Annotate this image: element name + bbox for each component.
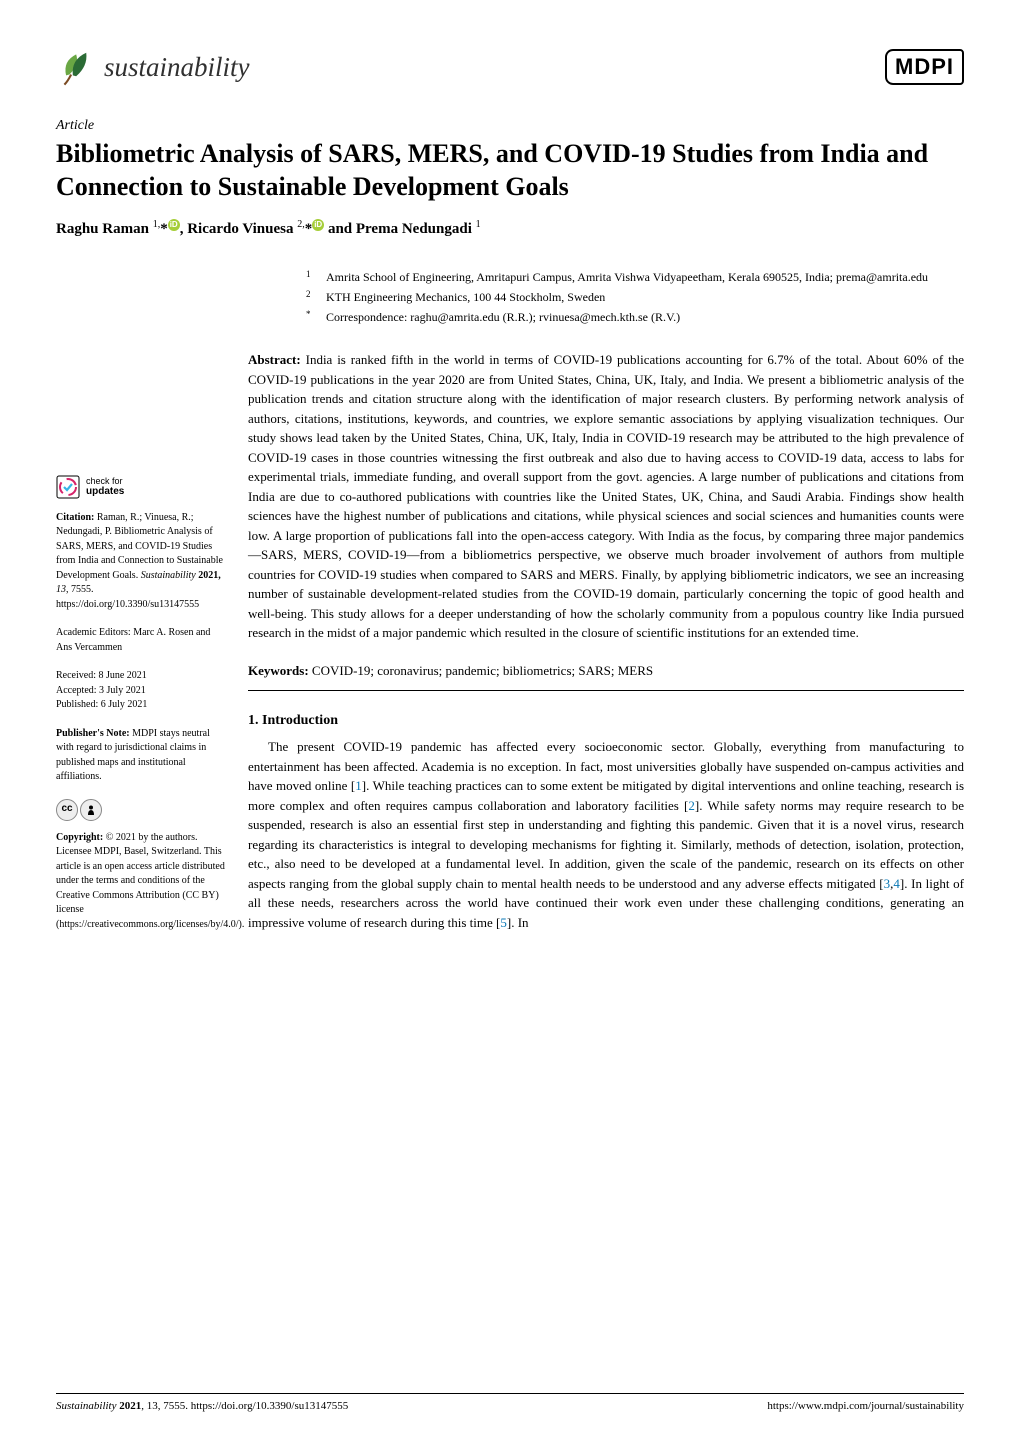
article-type-label: Article — [56, 118, 964, 134]
affiliation-marker: * — [306, 308, 314, 326]
person-icon — [85, 804, 97, 816]
affiliation-row: 2 KTH Engineering Mechanics, 100 44 Stock… — [306, 288, 964, 306]
publishers-note-block: Publisher's Note: MDPI stays neutral wit… — [56, 727, 228, 785]
affiliation-row: 1 Amrita School of Engineering, Amritapur… — [306, 268, 964, 286]
citation-journal: Sustainability — [141, 570, 196, 581]
section-divider — [248, 690, 964, 691]
abstract-label: Abstract: — [248, 352, 301, 367]
check-line1: check for — [86, 476, 123, 486]
intro-paragraph: The present COVID-19 pandemic has affect… — [248, 737, 964, 932]
footer-citation: , 13, 7555. https://doi.org/10.3390/su13… — [141, 1400, 348, 1412]
sidebar: check for updates Citation: Raman, R.; V… — [56, 268, 228, 932]
orcid-icon[interactable]: iD — [312, 219, 324, 231]
editors-block: Academic Editors: Marc A. Rosen and Ans … — [56, 626, 228, 655]
affiliation-marker: 2 — [306, 288, 314, 306]
dates-block: Received: 8 June 2021 Accepted: 3 July 2… — [56, 669, 228, 713]
affiliation-text: Amrita School of Engineering, Amritapuri… — [326, 268, 928, 286]
footer-journal: Sustainability — [56, 1400, 119, 1412]
sustainability-leaf-icon — [56, 46, 98, 88]
keywords-label: Keywords: — [248, 663, 309, 678]
abstract-block: Abstract: India is ranked fifth in the w… — [248, 350, 964, 643]
accepted-date: Accepted: 3 July 2021 — [56, 684, 228, 699]
journal-url[interactable]: https://www.mdpi.com/journal/sustainabil… — [767, 1400, 964, 1412]
main-column: 1 Amrita School of Engineering, Amritapur… — [248, 268, 964, 932]
received-date: Received: 8 June 2021 — [56, 669, 228, 684]
affiliation-row: * Correspondence: raghu@amrita.edu (R.R.)… — [306, 308, 964, 326]
two-column-layout: check for updates Citation: Raman, R.; V… — [56, 268, 964, 932]
footer-left: Sustainability 2021, 13, 7555. https://d… — [56, 1400, 348, 1412]
citation-vol: 13 — [56, 584, 66, 595]
affiliation-text: Correspondence: raghu@amrita.edu (R.R.);… — [326, 308, 680, 326]
check-updates-icon — [56, 475, 80, 499]
citation-label: Citation: — [56, 512, 94, 523]
footer-year: 2021 — [119, 1400, 141, 1412]
keywords-text: COVID-19; coronavirus; pandemic; bibliom… — [312, 663, 653, 678]
article-title: Bibliometric Analysis of SARS, MERS, and… — [56, 138, 964, 203]
copyright-block: Copyright: © 2021 by the authors. Licens… — [56, 831, 228, 933]
affiliation-text: KTH Engineering Mechanics, 100 44 Stockh… — [326, 288, 605, 306]
mdpi-logo: MDPI — [885, 49, 964, 85]
journal-logo: sustainability — [56, 46, 250, 88]
check-for-updates-badge[interactable]: check for updates — [56, 475, 228, 499]
citation-rest: , 7555. https://doi.org/10.3390/su131475… — [56, 584, 199, 610]
published-date: Published: 6 July 2021 — [56, 698, 228, 713]
affiliations-list: 1 Amrita School of Engineering, Amritapur… — [306, 268, 964, 326]
footer-right[interactable]: https://www.mdpi.com/journal/sustainabil… — [767, 1400, 964, 1412]
citation-block: Citation: Raman, R.; Vinuesa, R.; Nedung… — [56, 511, 228, 613]
abstract-text: India is ranked fifth in the world in te… — [248, 352, 964, 640]
author-line: Raghu Raman 1,*iD, Ricardo Vinuesa 2,*iD… — [56, 219, 964, 238]
copyright-label: Copyright: — [56, 832, 103, 843]
cc-license-badges: cc — [56, 799, 228, 821]
by-icon — [80, 799, 102, 821]
section-heading: 1. Introduction — [248, 713, 964, 729]
journal-name: sustainability — [104, 52, 250, 83]
check-updates-text: check for updates — [86, 476, 124, 498]
orcid-icon[interactable]: iD — [168, 219, 180, 231]
pubnote-label: Publisher's Note: — [56, 728, 130, 739]
keywords-block: Keywords: COVID-19; coronavirus; pandemi… — [248, 661, 964, 681]
cc-icon: cc — [56, 799, 78, 821]
check-line2: updates — [86, 486, 124, 497]
page-footer: Sustainability 2021, 13, 7555. https://d… — [56, 1393, 964, 1412]
citation-year: 2021, — [196, 570, 221, 581]
copyright-text: © 2021 by the authors. Licensee MDPI, Ba… — [56, 832, 244, 930]
body-text: ]. In — [507, 915, 529, 930]
page-header: sustainability MDPI — [56, 46, 964, 88]
affiliation-marker: 1 — [306, 268, 314, 286]
